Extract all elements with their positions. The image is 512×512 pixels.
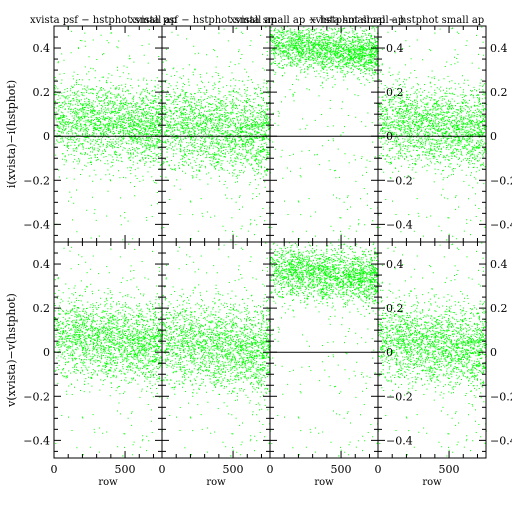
- y-tick-label: 0.4: [386, 258, 404, 271]
- scatter-points-r0-c2: [270, 26, 379, 241]
- scatter-points-r0-c3: [378, 26, 487, 241]
- y-tick-label: −0.4: [23, 434, 50, 447]
- x-tick-label: 500: [331, 463, 352, 476]
- y-tick-label: 0.2: [386, 86, 404, 99]
- scatter-points-r1-c2: [270, 242, 379, 457]
- y-tick-label: 0.4: [33, 258, 51, 271]
- y-tick-label: −0.2: [386, 174, 413, 187]
- scatter-points-r1-c3: [378, 242, 487, 457]
- panel-frame-r0-c1: [161, 25, 271, 243]
- y-tick-label: 0: [43, 130, 50, 143]
- x-tick-label: 0: [375, 463, 382, 476]
- x-axis-label: row: [314, 477, 334, 488]
- scatter-points-r1-c0: [54, 242, 163, 457]
- y-tick-label: −0.4: [490, 434, 512, 447]
- x-tick-label: 500: [115, 463, 136, 476]
- y-tick-label: −0.2: [23, 174, 50, 187]
- scatter-points-r0-c1: [162, 26, 271, 241]
- y-tick-label: 0.2: [490, 302, 508, 315]
- panel-title: xvista psf − hstphot small ap: [30, 15, 177, 26]
- x-axis-label: row: [98, 477, 118, 488]
- x-tick-label: 0: [51, 463, 58, 476]
- scatter-points-r0-c0: [54, 26, 163, 241]
- y-tick-label: −0.4: [23, 218, 50, 231]
- panel-title: xvista small ap − hstphot small ap: [310, 15, 484, 26]
- y-tick-label: 0.2: [33, 302, 51, 315]
- y-tick-label: 0.4: [33, 42, 51, 55]
- y-axis-label: i(xvista)−i(hstphot): [5, 80, 18, 188]
- axes: [53, 25, 487, 459]
- x-tick-label: 500: [439, 463, 460, 476]
- scatter-points-r1-c1: [162, 242, 271, 457]
- y-tick-label: 0.4: [490, 42, 508, 55]
- y-tick-label: 0.2: [490, 86, 508, 99]
- x-tick-label: 0: [267, 463, 274, 476]
- x-axis-label: row: [206, 477, 226, 488]
- panel-frame-r1-c1: [161, 241, 271, 459]
- y-tick-label: 0: [43, 346, 50, 359]
- y-tick-label: 0.2: [386, 302, 404, 315]
- y-tick-label: 0: [490, 346, 497, 359]
- labels: −0.4 −0.4 −0.4 −0.2 −0.2 −0.2 0 0 0 0.2 0.2 0.2 0.4 0…: [5, 15, 512, 488]
- y-tick-label: −0.2: [490, 390, 512, 403]
- y-tick-label: 0: [386, 130, 393, 143]
- panel-title: xvista small ap − hstphot small ap: [230, 15, 404, 26]
- y-tick-label: 0.2: [33, 86, 51, 99]
- y-tick-label: −0.4: [490, 218, 512, 231]
- y-tick-label: 0: [386, 346, 393, 359]
- y-tick-label: 0.4: [386, 42, 404, 55]
- x-tick-label: 500: [223, 463, 244, 476]
- y-tick-label: −0.4: [386, 434, 413, 447]
- x-axis-label: row: [422, 477, 442, 488]
- data-points: [54, 26, 487, 457]
- y-tick-label: 0.4: [490, 258, 508, 271]
- y-tick-label: −0.2: [386, 390, 413, 403]
- y-axis-label: v(xvista)−v(hstphot): [5, 293, 18, 408]
- y-tick-label: −0.2: [23, 390, 50, 403]
- y-tick-label: 0: [490, 130, 497, 143]
- panel-title: xvista psf − hstphot small ap: [130, 15, 277, 26]
- x-tick-label: 0: [159, 463, 166, 476]
- y-tick-label: −0.2: [490, 174, 512, 187]
- panel-frame-r1-c3: [377, 241, 487, 459]
- y-tick-label: −0.4: [386, 218, 413, 231]
